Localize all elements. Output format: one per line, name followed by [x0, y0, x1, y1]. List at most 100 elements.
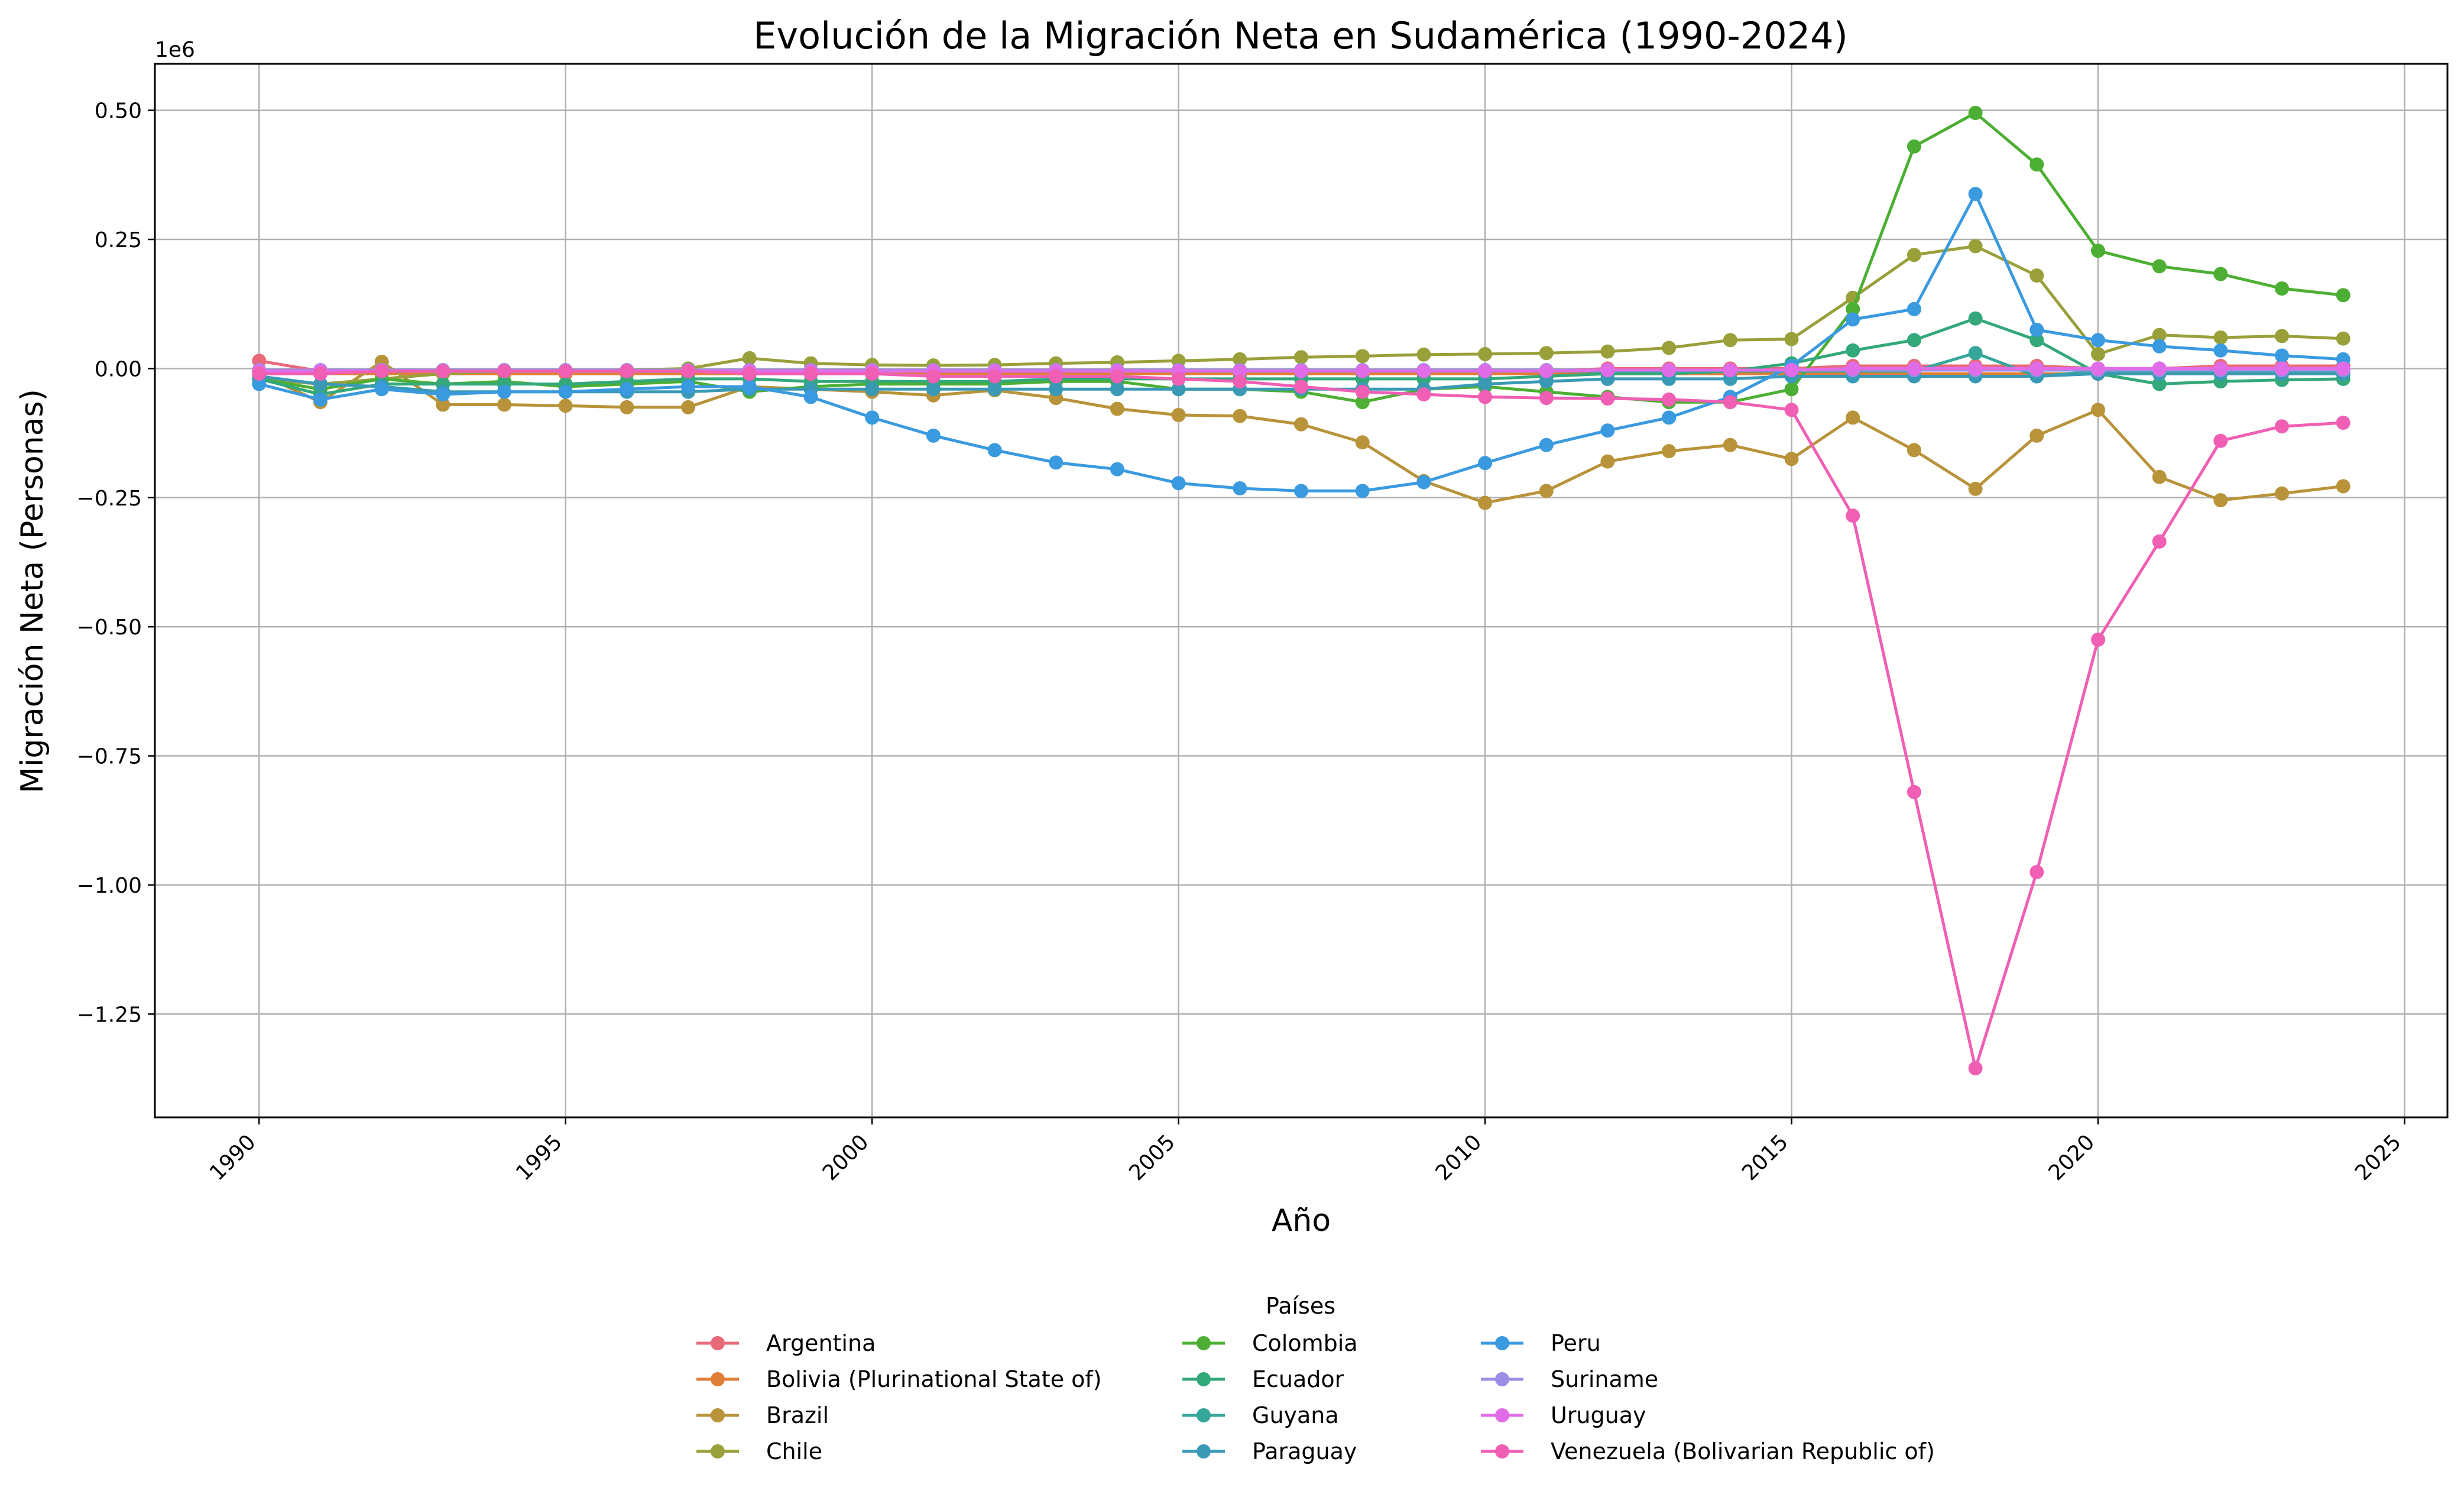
data-point	[1294, 417, 1308, 432]
data-point	[313, 377, 328, 391]
legend-swatch-marker	[711, 1372, 725, 1386]
data-point	[1233, 352, 1247, 367]
data-point	[2091, 403, 2105, 417]
data-point	[2213, 493, 2228, 508]
data-point	[1968, 481, 1983, 496]
legend-item: Colombia	[1182, 1330, 1358, 1356]
data-point	[1784, 332, 1799, 346]
data-point	[681, 380, 696, 394]
data-point	[681, 364, 696, 378]
data-point	[1110, 382, 1124, 397]
legend-swatch-marker	[1197, 1408, 1211, 1422]
y-tick-label: 0.00	[95, 357, 142, 381]
data-point	[1539, 437, 1554, 452]
data-point	[436, 387, 450, 402]
data-point	[987, 382, 1002, 397]
data-point	[374, 382, 389, 397]
y-axis-ticks: 0.50 0.25 0.00 −0.25 −0.50 −0.75 −1.00 −1.25	[77, 99, 155, 1027]
chart-title: Evolución de la Migración Neta en Sudamé…	[753, 14, 1848, 57]
data-point	[2152, 328, 2167, 342]
data-point	[620, 400, 634, 414]
y-tick-label: −0.50	[77, 615, 142, 640]
legend-swatch-marker	[1197, 1336, 1211, 1350]
data-point	[1907, 302, 1921, 316]
data-point	[558, 398, 573, 413]
legend-item: Suriname	[1481, 1366, 1658, 1392]
y-tick-label: 0.50	[95, 99, 142, 124]
data-point	[742, 380, 757, 394]
legend-swatch-marker	[1495, 1336, 1509, 1350]
x-tick-label: 2000	[818, 1130, 874, 1185]
legend-swatch-marker	[711, 1444, 725, 1458]
legend-label: Uruguay	[1551, 1402, 1646, 1428]
legend-item: Argentina	[696, 1330, 876, 1356]
data-point	[1294, 380, 1308, 394]
data-point	[313, 392, 328, 407]
data-point	[2029, 157, 2044, 172]
grid	[155, 64, 2447, 1117]
data-point	[1600, 391, 1615, 406]
data-point	[1049, 382, 1064, 397]
legend-label: Colombia	[1252, 1330, 1358, 1356]
data-point	[1416, 387, 1431, 402]
data-point	[987, 443, 1002, 458]
data-point	[2091, 361, 2105, 376]
data-point	[2029, 428, 2044, 443]
legend-item: Brazil	[696, 1402, 829, 1428]
legend-swatch-marker	[1197, 1444, 1211, 1458]
series-layer	[252, 106, 2350, 1075]
data-point	[2336, 479, 2350, 494]
data-point	[2336, 331, 2350, 346]
data-point	[1478, 377, 1493, 391]
data-point	[1110, 401, 1124, 416]
data-point	[987, 369, 1002, 384]
data-point	[1907, 139, 1921, 154]
legend-label: Venezuela (Bolivarian Republic of)	[1551, 1438, 1935, 1464]
data-point	[1233, 409, 1247, 423]
data-point	[1968, 361, 1983, 376]
legend-swatch-marker	[1495, 1372, 1509, 1386]
legend-label: Paraguay	[1252, 1438, 1357, 1464]
data-point	[1355, 395, 1370, 410]
series-11	[252, 364, 2350, 1075]
x-tick-label: 2010	[1431, 1130, 1487, 1185]
data-point	[2152, 339, 2167, 354]
data-point	[2152, 534, 2167, 549]
data-point	[1294, 364, 1308, 378]
x-tick-label: 2015	[1737, 1130, 1793, 1185]
data-point	[620, 364, 634, 378]
data-point	[1907, 333, 1921, 348]
y-offset-label: 1e6	[155, 38, 195, 62]
data-point	[1846, 410, 1860, 425]
data-point	[2029, 322, 2044, 337]
data-point	[1049, 369, 1064, 384]
data-point	[497, 364, 511, 378]
data-point	[2275, 419, 2289, 434]
legend-swatch-marker	[1495, 1444, 1509, 1458]
data-point	[558, 364, 573, 378]
data-point	[1784, 382, 1799, 397]
data-point	[1539, 346, 1554, 361]
data-point	[2152, 377, 2167, 391]
data-point	[2091, 244, 2105, 258]
data-point	[1171, 382, 1186, 397]
legend-label: Peru	[1551, 1330, 1601, 1356]
data-point	[2091, 346, 2105, 361]
data-point	[1110, 462, 1124, 477]
data-point	[1355, 484, 1370, 498]
data-point	[1355, 349, 1370, 364]
legend-item: Paraguay	[1182, 1438, 1357, 1464]
data-point	[1968, 239, 1983, 254]
x-tick-label: 2020	[2044, 1130, 2100, 1185]
legend-label: Brazil	[766, 1402, 829, 1428]
data-point	[2336, 361, 2350, 376]
legend-swatch-marker	[711, 1408, 725, 1422]
data-point	[374, 364, 389, 378]
data-point	[1049, 455, 1064, 470]
data-point	[1907, 785, 1921, 799]
data-point	[865, 367, 880, 381]
legend-label: Bolivia (Plurinational State of)	[766, 1366, 1102, 1392]
legend-swatch-marker	[1197, 1372, 1211, 1386]
data-point	[742, 351, 757, 365]
